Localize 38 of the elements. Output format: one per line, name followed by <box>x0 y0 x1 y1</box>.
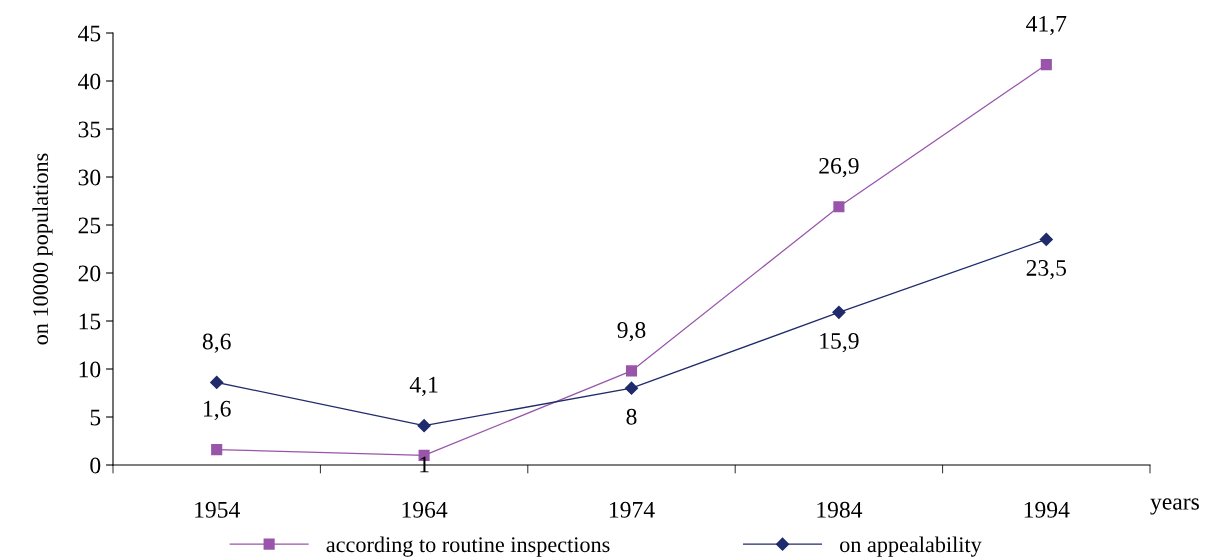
point <box>624 381 639 395</box>
data-label: 26,9 <box>819 157 859 178</box>
y-tick-label: 45 <box>78 25 101 42</box>
legend-label: on appealability <box>840 536 982 557</box>
y-axis-title: on 10000 populations <box>32 153 53 345</box>
y-tick-label: 25 <box>78 217 101 234</box>
legend-label: according to routine inspections <box>326 536 610 557</box>
point <box>210 375 224 390</box>
x-tick-label: 1984 <box>817 501 863 518</box>
data-label: 23,5 <box>1026 260 1067 280</box>
y-tick-label: 5 <box>90 409 101 426</box>
y-tick-label: 10 <box>79 361 101 378</box>
data-label: 41,7 <box>1026 15 1067 36</box>
data-label: 1 <box>420 456 429 473</box>
y-tick-label: 15 <box>79 313 101 330</box>
data-label: 8 <box>626 408 637 425</box>
point <box>417 419 431 433</box>
data-label: 4,1 <box>409 376 438 397</box>
y-tick-label: 40 <box>78 73 101 90</box>
x-tick-label: 1994 <box>1024 501 1070 518</box>
y-tick-label: 30 <box>78 169 101 186</box>
data-label: 8,6 <box>202 333 231 353</box>
point <box>832 305 846 319</box>
point <box>1040 59 1052 71</box>
data-label: 15,9 <box>820 332 859 353</box>
x-tick-label: 1964 <box>402 501 448 518</box>
point <box>1039 232 1053 246</box>
point <box>833 201 845 213</box>
x-axis-title: years <box>1150 498 1199 515</box>
point <box>625 365 638 377</box>
x-tick-label: 1974 <box>609 501 655 518</box>
point <box>211 444 223 456</box>
data-label: 1,6 <box>204 400 231 421</box>
y-tick-label: 20 <box>78 265 101 282</box>
y-tick-label: 0 <box>90 457 101 474</box>
data-label: 9,8 <box>617 322 646 342</box>
x-tick-label: 1954 <box>195 501 240 518</box>
y-tick-label: 35 <box>78 121 101 138</box>
